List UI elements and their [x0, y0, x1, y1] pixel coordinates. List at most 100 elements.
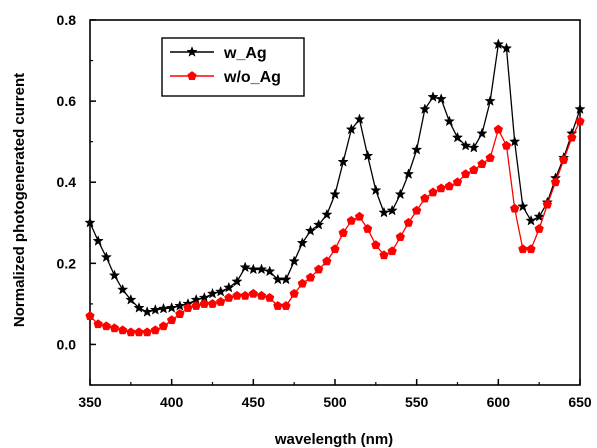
data-point: [126, 327, 136, 337]
data-point: [108, 269, 121, 281]
data-point: [402, 168, 415, 179]
legend-label: w_Ag: [223, 45, 267, 62]
data-point: [525, 214, 537, 226]
data-point: [93, 319, 103, 329]
data-point: [354, 211, 365, 221]
data-point: [575, 116, 585, 126]
data-point: [264, 265, 276, 277]
x-tick-label: 400: [160, 394, 184, 410]
legend-box: [161, 37, 305, 97]
series-star: [84, 38, 586, 317]
series-line: [89, 121, 581, 333]
data-point: [476, 127, 488, 139]
data-point: [387, 246, 397, 256]
data-point: [215, 285, 227, 297]
data-point: [191, 301, 201, 310]
data-point: [353, 113, 366, 125]
data-point: [574, 103, 586, 115]
data-point: [436, 183, 446, 193]
data-point: [338, 228, 348, 237]
data-point: [304, 224, 317, 236]
data-point: [452, 177, 463, 187]
data-point: [411, 205, 422, 215]
data-point: [444, 181, 455, 191]
data-point: [175, 309, 185, 318]
data-point: [485, 152, 495, 162]
data-point: [477, 159, 487, 168]
tick-labels: 350 400 450 500 550 600 650 0.0 0.2 0.4 0.6 0.8: [57, 12, 592, 410]
data-point: [101, 321, 112, 331]
data-point: [174, 300, 186, 311]
legend-marker: [186, 46, 198, 57]
data-point: [526, 244, 536, 254]
data-point: [297, 278, 308, 288]
legend-marker: [187, 71, 197, 80]
data-point: [322, 256, 332, 266]
data-point: [469, 165, 479, 175]
data-point: [533, 210, 545, 222]
data-point: [379, 250, 389, 260]
data-point: [85, 311, 95, 321]
data-point: [371, 240, 381, 250]
data-point: [534, 223, 544, 233]
y-tick-label: 0.0: [57, 336, 77, 352]
data-point: [255, 263, 268, 275]
data-point: [232, 290, 242, 300]
data-point: [428, 187, 438, 197]
data-point: [240, 290, 250, 300]
data-point: [117, 325, 128, 335]
data-point: [141, 306, 153, 317]
data-point: [403, 217, 414, 227]
data-point: [256, 290, 267, 300]
data-point: [289, 288, 299, 298]
x-tick-label: 350: [78, 394, 102, 410]
data-point: [370, 184, 382, 196]
data-point: [362, 223, 373, 233]
x-axis-label: wavelength (nm): [274, 431, 393, 448]
data-point: [166, 315, 177, 325]
data-point: [264, 292, 275, 302]
x-tick-label: 650: [568, 394, 592, 410]
data-point: [134, 327, 144, 337]
data-point: [288, 255, 300, 267]
data-point: [460, 139, 472, 151]
x-tick-label: 450: [242, 394, 266, 410]
data-point: [273, 301, 283, 310]
data-point: [133, 302, 145, 313]
data-point: [207, 298, 218, 308]
data-point: [100, 251, 112, 263]
data-point: [468, 141, 480, 153]
data-point: [443, 115, 455, 127]
data-point: [157, 302, 170, 314]
data-point: [321, 208, 333, 220]
y-axis-label: Normalized photogenerated current: [11, 73, 28, 327]
data-point: [501, 140, 512, 150]
data-point: [313, 218, 325, 230]
y-tick-label: 0.2: [57, 255, 77, 271]
data-point: [183, 303, 193, 312]
data-point: [492, 38, 504, 50]
data-point: [435, 93, 447, 104]
data-point: [484, 95, 496, 106]
data-point: [518, 244, 528, 254]
data-point: [517, 200, 529, 212]
x-tick-label: 550: [405, 394, 429, 410]
x-tick-label: 600: [487, 394, 511, 410]
data-point: [330, 244, 340, 254]
data-point: [493, 124, 504, 134]
data-point: [419, 103, 431, 115]
x-tick-label: 500: [323, 394, 347, 410]
data-point: [206, 287, 219, 299]
y-tick-label: 0.4: [57, 174, 77, 190]
data-point: [337, 156, 349, 167]
data-point: [542, 199, 553, 209]
data-point: [411, 143, 423, 155]
data-point: [199, 298, 210, 308]
data-point: [296, 237, 308, 248]
data-point: [158, 321, 169, 331]
legend: w_Ag w/o_Ag: [161, 37, 305, 97]
data-point: [166, 302, 178, 313]
data-point: [420, 193, 430, 203]
data-point: [395, 232, 406, 241]
